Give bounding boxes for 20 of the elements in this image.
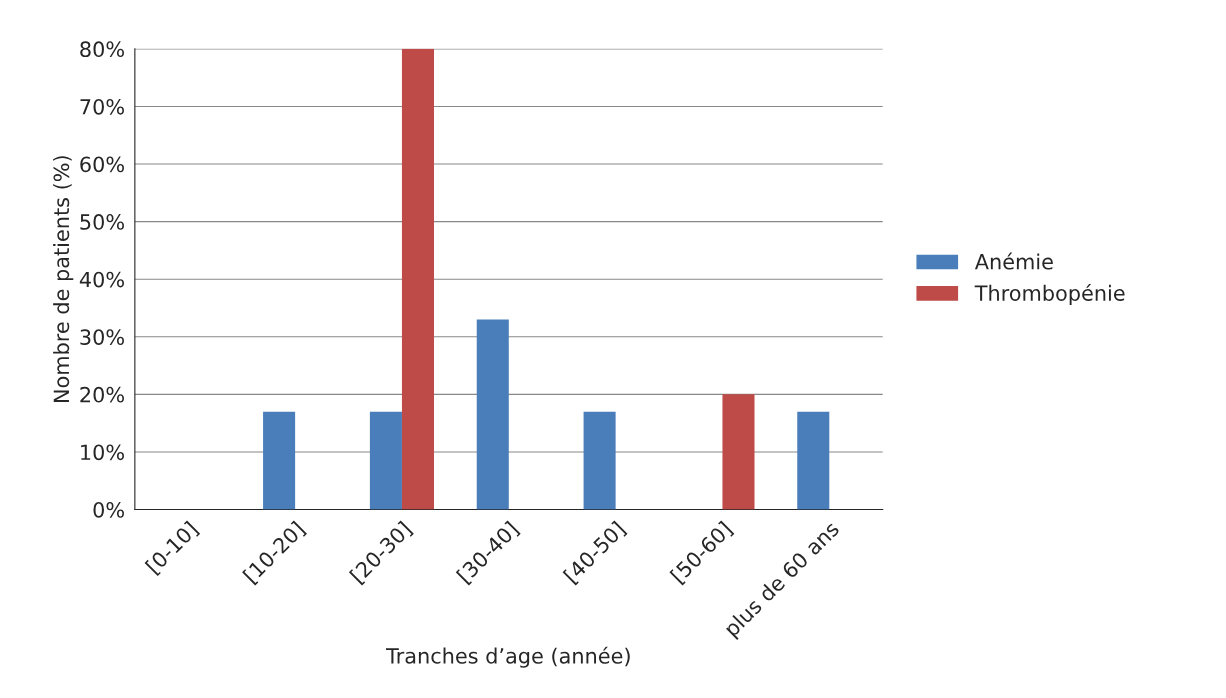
y-tick-label: 20%: [80, 386, 124, 403]
y-axis-title: Nombre de patients (%): [53, 156, 74, 403]
y-tick-label: 50%: [80, 214, 124, 230]
bar: [797, 411, 830, 510]
y-tick-label: 60%: [80, 156, 124, 173]
y-tick-label: 80%: [80, 41, 124, 58]
bar: [583, 411, 616, 510]
bar: [263, 411, 296, 510]
bar: [476, 319, 509, 510]
y-tick-label: 10%: [81, 444, 124, 461]
bar: [401, 48, 434, 510]
legend-label: Thrombopénie: [974, 283, 1125, 305]
y-tick-label: 70%: [80, 98, 124, 115]
y-tick-label: 0%: [93, 501, 124, 518]
bar: [369, 411, 402, 510]
y-tick-label: 40%: [79, 271, 124, 288]
legend-label: Anémie: [974, 252, 1053, 270]
x-axis-title: Tranches d’age (année): [385, 646, 630, 668]
bar: [722, 394, 755, 510]
y-tick-label: 30%: [80, 329, 124, 345]
